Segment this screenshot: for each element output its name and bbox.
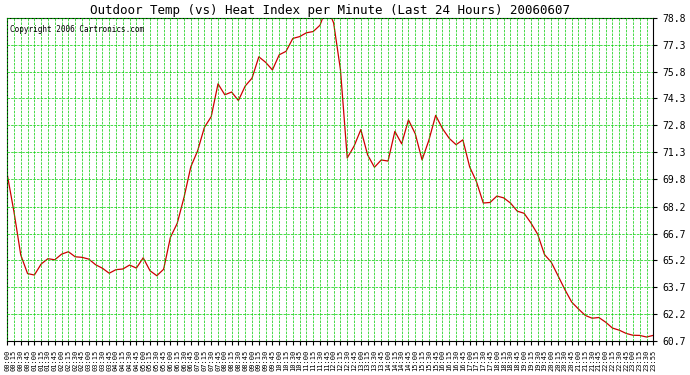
Text: Copyright 2006 Cartronics.com: Copyright 2006 Cartronics.com [10, 25, 144, 34]
Title: Outdoor Temp (vs) Heat Index per Minute (Last 24 Hours) 20060607: Outdoor Temp (vs) Heat Index per Minute … [90, 4, 570, 17]
